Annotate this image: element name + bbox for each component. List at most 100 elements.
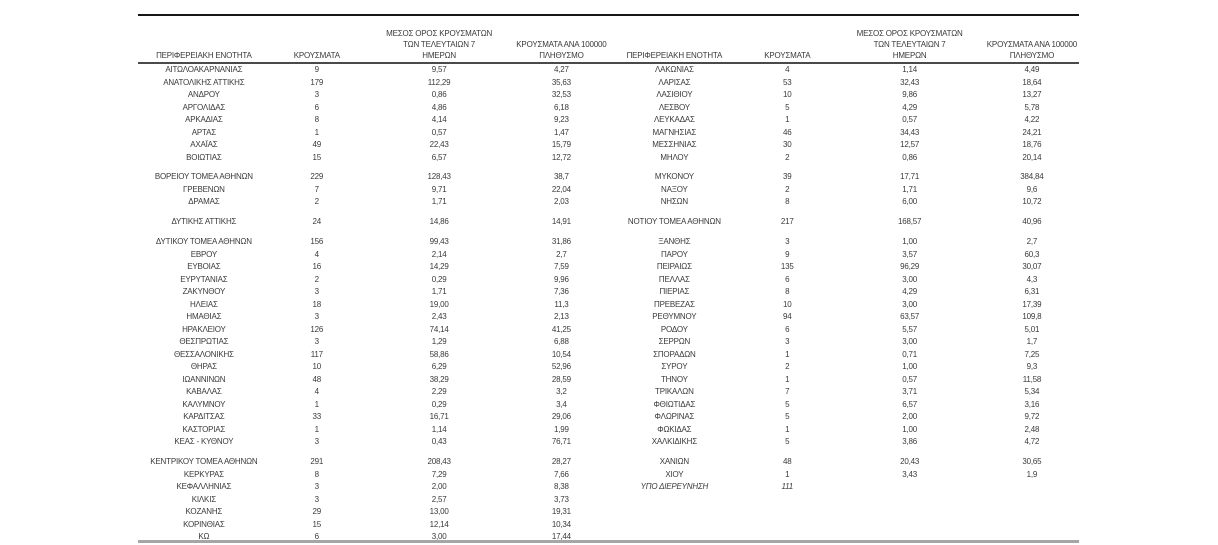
cell-cases: 94 [783, 312, 792, 322]
cell-region: ΣΠΟΡΑΔΩΝ [653, 349, 696, 359]
cell-region: ΦΘΙΩΤΙΔΑΣ [653, 399, 696, 409]
cell-avg: 5,57 [902, 324, 917, 334]
cell-per: 3,16 [1024, 399, 1040, 409]
table-row: ΗΛΕΙΑΣ 18 19,00 11,3 [138, 299, 609, 312]
cell-avg: 0,43 [431, 437, 447, 447]
cell-per: 1,99 [554, 424, 569, 434]
cell-cases: 16 [312, 262, 322, 272]
cell-per: 4,3 [1026, 274, 1038, 284]
cell-per: 5,34 [1024, 387, 1040, 397]
cell-avg: 1,00 [902, 424, 917, 434]
cell-per: 9,96 [554, 274, 569, 284]
cell-avg: 1,71 [431, 287, 447, 297]
cell-cases: 291 [310, 457, 324, 467]
cell-cases: 9 [785, 249, 790, 259]
cell-region: ΛΑΚΩΝΙΑΣ [655, 65, 694, 74]
cell-cases: 1 [314, 127, 319, 137]
table-row: ΣΥΡΟΥ 2 1,00 9,3 [609, 361, 1080, 374]
cell-region: ΛΑΣΙΘΙΟΥ [656, 90, 693, 99]
cell-per: 4,49 [1024, 65, 1040, 74]
cell-cases: 1 [785, 349, 790, 359]
cell-region: ΡΟΔΟΥ [660, 324, 688, 334]
cell-region: ΓΡΕΒΕΝΩΝ [183, 184, 225, 194]
table-row: ΑΝΑΤΟΛΙΚΗΣ ΑΤΤΙΚΗΣ 179 112,29 35,63 [138, 77, 609, 90]
cell-per: 6,88 [554, 337, 569, 347]
cell-avg: 32,43 [900, 77, 920, 87]
cell-region: ΚΑΡΔΙΤΣΑΣ [183, 412, 225, 422]
col-header-region: ΠΕΡΙΦΕΡΕΙΑΚΗ ΕΝΟΤΗΤΑ [609, 50, 741, 61]
cell-avg: 38,29 [429, 374, 449, 384]
table-row: ΛΑΚΩΝΙΑΣ 4 1,14 4,49 [609, 64, 1080, 77]
cell-region: ΚΑΛΥΜΝΟΥ [182, 399, 226, 409]
col-header-region-label: ΠΕΡΙΦΕΡΕΙΑΚΗ ΕΝΟΤΗΤΑ [626, 51, 723, 60]
cell-cases: 10 [783, 90, 792, 99]
cell-cases: 8 [314, 469, 319, 479]
col-header-region-label: ΠΕΡΙΦΕΡΕΙΑΚΗ ΕΝΟΤΗΤΑ [156, 51, 252, 60]
cell-region: ΑΧΑΪΑΣ [190, 140, 218, 149]
table-row: ΛΑΣΙΘΙΟΥ 10 9,86 13,27 [609, 89, 1080, 102]
table-row: ΑΡΚΑΔΙΑΣ 8 4,14 9,23 [138, 114, 609, 127]
cell-per: 1,7 [1026, 337, 1038, 347]
cell-per: 13,27 [1022, 90, 1042, 99]
table-row: ΗΡΑΚΛΕΙΟΥ 126 74,14 41,25 [138, 324, 609, 337]
table-row: ΑΝΔΡΟΥ 3 0,86 32,53 [138, 89, 609, 102]
cell-region: ΚΕΡΚΥΡΑΣ [183, 469, 224, 479]
cell-per: 10,34 [551, 519, 571, 529]
table-row: ΝΟΤΙΟΥ ΤΟΜΕΑ ΑΘΗΝΩΝ 217 168,57 40,96 [609, 216, 1080, 229]
cell-avg: 168,57 [897, 217, 922, 227]
cell-cases: 10 [783, 299, 792, 309]
cell-per: 17,44 [551, 532, 571, 542]
table-row: ΚΕΝΤΡΙΚΟΥ ΤΟΜΕΑ ΑΘΗΝΩΝ 291 208,43 28,27 [138, 456, 609, 469]
cell-avg: 74,14 [429, 324, 449, 334]
table-left-half-header: ΠΕΡΙΦΕΡΕΙΑΚΗ ΕΝΟΤΗΤΑ ΚΡΟΥΣΜΑΤΑ ΜΕΣΟΣ ΟΡΟ… [138, 16, 609, 62]
cell-cases: 39 [783, 172, 792, 182]
table-right-half-header: ΠΕΡΙΦΕΡΕΙΑΚΗ ΕΝΟΤΗΤΑ ΚΡΟΥΣΜΑΤΑ ΜΕΣΟΣ ΟΡΟ… [609, 16, 1080, 62]
cell-region: ΚΙΛΚΙΣ [191, 494, 216, 504]
cell-per: 10,54 [551, 349, 571, 359]
cell-cases: 8 [314, 115, 319, 124]
cell-per: 28,27 [551, 457, 571, 467]
table-row: ΣΠΟΡΑΔΩΝ 1 0,71 7,25 [609, 349, 1080, 362]
cell-region: ΑΡΤΑΣ [191, 127, 216, 137]
cell-per: 384,84 [1020, 172, 1044, 182]
cell-region: ΜΕΣΣΗΝΙΑΣ [652, 140, 697, 149]
cell-region: ΧΙΟΥ [665, 469, 684, 479]
cell-region: ΔΥΤΙΚΟΥ ΤΟΜΕΑ ΑΘΗΝΩΝ [155, 237, 252, 247]
cell-avg: 1,71 [902, 184, 917, 194]
cell-cases: 7 [785, 387, 790, 397]
cell-region: ΝΗΣΩΝ [660, 197, 688, 207]
cell-per: 32,53 [551, 90, 571, 99]
table-row: ΚΑΛΥΜΝΟΥ 1 0,29 3,4 [138, 399, 609, 412]
cell-avg: 3,00 [431, 532, 447, 542]
cell-region: ΝΟΤΙΟΥ ΤΟΜΕΑ ΑΘΗΝΩΝ [627, 217, 721, 227]
cell-avg: 22,43 [429, 140, 449, 149]
cell-per: 17,39 [1022, 299, 1042, 309]
cell-avg: 1,14 [431, 424, 447, 434]
cell-per: 6,18 [554, 102, 569, 112]
table-row: ΚΟΡΙΝΘΙΑΣ 15 12,14 10,34 [138, 519, 609, 532]
cell-per: 5,78 [1024, 102, 1040, 112]
table-row: ΤΗΝΟΥ 1 0,57 11,58 [609, 374, 1080, 387]
cell-cases: 2 [314, 274, 319, 284]
cell-region: ΔΥΤΙΚΗΣ ΑΤΤΙΚΗΣ [171, 217, 237, 227]
cell-region: ΘΕΣΠΡΩΤΙΑΣ [179, 337, 229, 347]
col-header-cases: ΚΡΟΥΣΜΑΤΑ [270, 50, 364, 61]
cell-region: ΥΠΟ ΔΙΕΡΕΥΝΗΣΗ [640, 482, 709, 492]
spacer-row [138, 229, 609, 236]
cell-cases: 24 [312, 217, 322, 227]
table-row: ΚΑΒΑΛΑΣ 4 2,29 3,2 [138, 386, 609, 399]
cell-cases: 49 [312, 140, 322, 149]
cell-avg: 2,57 [431, 494, 447, 504]
cell-per: 19,31 [551, 507, 571, 517]
cell-avg: 0,57 [902, 115, 917, 124]
cell-cases: 111 [781, 482, 794, 492]
cell-avg: 6,00 [902, 197, 917, 207]
cell-avg: 19,00 [429, 299, 449, 309]
col-header-per100k-line1: ΚΡΟΥΣΜΑΤΑ ΑΝΑ 100000 [516, 40, 607, 49]
cell-region: ΤΗΝΟΥ [660, 374, 688, 384]
cell-cases: 217 [780, 217, 794, 227]
cell-avg: 13,00 [429, 507, 449, 517]
table-row: ΔΥΤΙΚΗΣ ΑΤΤΙΚΗΣ 24 14,86 14,91 [138, 216, 609, 229]
col-header-cases-label: ΚΡΟΥΣΜΑΤΑ [764, 51, 811, 60]
cell-avg: 4,14 [431, 115, 447, 124]
